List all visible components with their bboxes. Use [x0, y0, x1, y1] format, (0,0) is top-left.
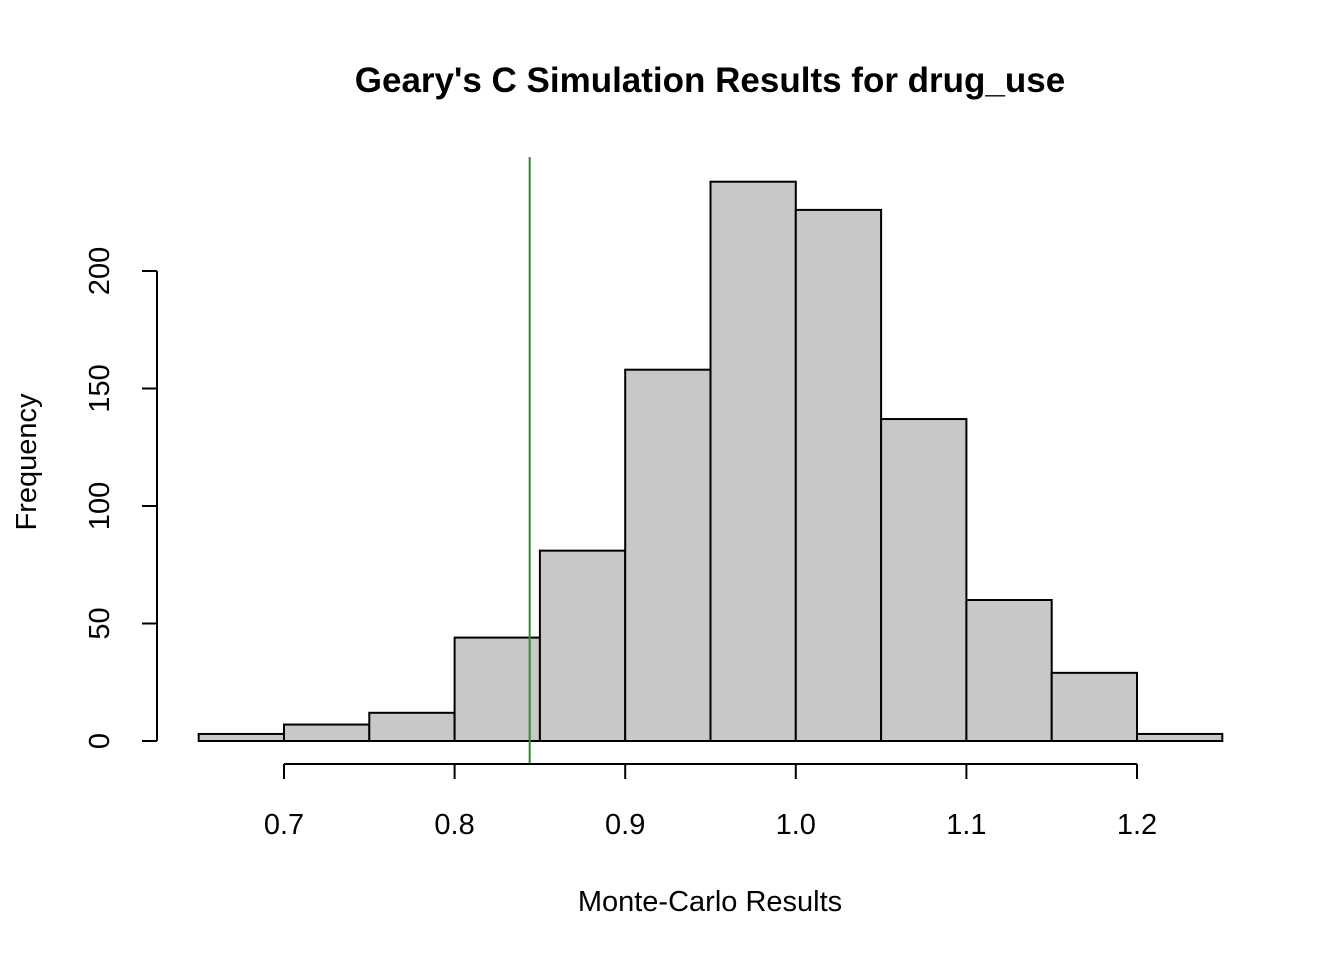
x-tick-label: 0.8	[434, 809, 474, 841]
histogram-bar	[453, 636, 541, 742]
histogram-bar	[368, 711, 456, 742]
histogram-bar	[538, 549, 627, 743]
bars-group	[197, 180, 1224, 743]
histogram-bar	[709, 180, 797, 742]
y-tick-label: 100	[84, 482, 116, 530]
histogram-bar	[197, 732, 285, 743]
x-tick-label: 0.7	[264, 809, 304, 841]
y-axis-label: Frequency	[11, 393, 43, 531]
y-tick-label: 200	[84, 247, 116, 295]
histogram-bar	[1136, 732, 1224, 743]
histogram-bar	[965, 599, 1053, 742]
x-tick-label: 1.0	[776, 809, 816, 841]
histogram-bar	[880, 418, 968, 742]
x-axis-label: Monte-Carlo Results	[578, 886, 842, 918]
x-tick-label: 1.1	[946, 809, 986, 841]
x-tick-label: 0.9	[605, 809, 645, 841]
histogram-bar	[1050, 671, 1138, 742]
histogram-bar	[624, 368, 712, 742]
x-axis: 0.7 0.8 0.9 1.0 1.1 1.2	[264, 763, 1157, 841]
histogram-bar	[794, 208, 883, 742]
chart-title: Geary's C Simulation Results for drug_us…	[355, 61, 1065, 100]
y-tick-label: 150	[84, 364, 116, 412]
y-tick-label: 50	[84, 607, 116, 639]
histogram-bar	[283, 723, 371, 742]
x-tick-label: 1.2	[1117, 809, 1157, 841]
y-axis: 0 50 100 150 200	[84, 247, 158, 749]
y-tick-label: 0	[84, 733, 116, 749]
